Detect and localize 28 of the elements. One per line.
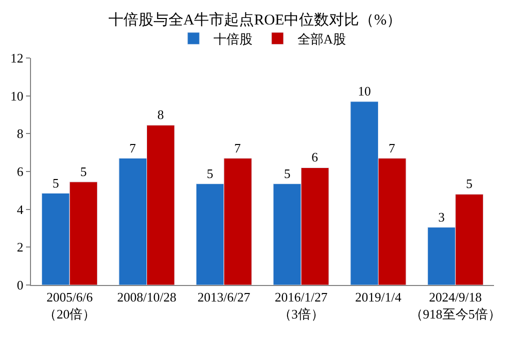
data-label: 5	[80, 164, 87, 179]
y-tick-label: 2	[16, 240, 24, 255]
y-tick-label: 10	[10, 88, 24, 104]
data-label: 10	[358, 84, 371, 99]
legend-label: 全部A股	[298, 31, 346, 46]
y-tick-label: 0	[16, 278, 24, 293]
x-tick-label: 2019/1/4	[355, 290, 402, 305]
y-tick-label: 8	[16, 126, 24, 142]
x-tick-label: 2024/9/18 （918至今5倍）	[410, 290, 501, 322]
data-label: 5	[466, 176, 473, 192]
legend-label: 十倍股	[214, 31, 252, 46]
x-tick-label: 2016/1/27 （3倍）	[274, 290, 328, 322]
x-tick-label: 2013/6/27	[198, 290, 251, 305]
y-tick-label: 12	[10, 50, 24, 66]
y-tick-label: 4	[16, 202, 24, 217]
y-tick-label: 6	[16, 164, 24, 180]
data-label: 6	[311, 150, 318, 165]
data-label: 8	[157, 107, 164, 122]
data-label: 7	[388, 140, 396, 156]
data-label: 7	[129, 140, 136, 156]
x-tick-label: 2005/6/6 （20倍）	[44, 290, 96, 322]
x-tick-label: 2008/10/28	[117, 290, 176, 305]
data-label: 5	[206, 166, 214, 181]
data-label: 7	[234, 140, 242, 156]
data-label: 5	[52, 175, 59, 190]
chart-title: 十倍股与全A牛市起点ROE中位数对比（%）	[108, 11, 402, 28]
data-label: 3	[438, 209, 445, 224]
data-label: 5	[284, 166, 290, 181]
